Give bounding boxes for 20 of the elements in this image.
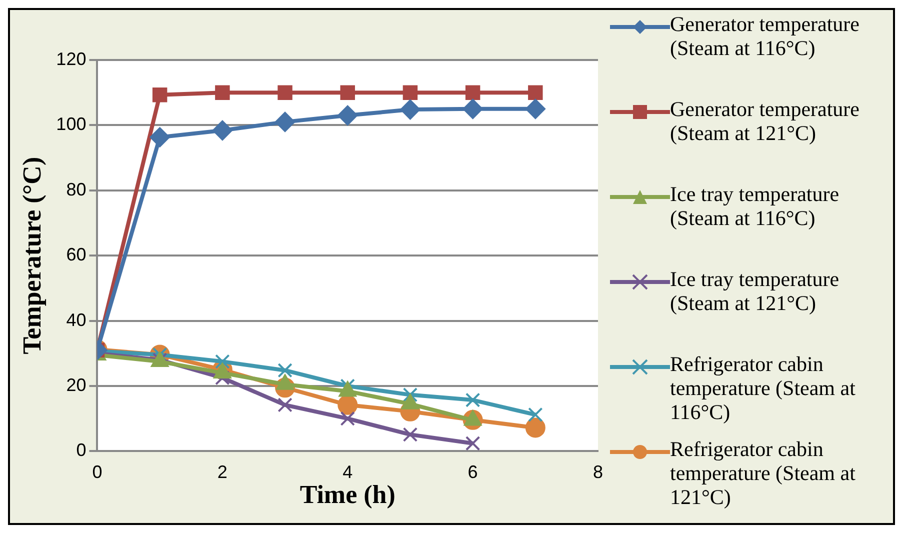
x-tick-label: 2: [217, 462, 228, 482]
legend-label: Refrigerator cabin temperature (Steam at 116°C): [670, 352, 856, 424]
legend-label: Ice tray temperature (Steam at 116°C): [670, 182, 840, 230]
y-tick-label: 80: [66, 179, 86, 200]
x-tick-label: 6: [468, 462, 478, 482]
y-tick-label: 40: [66, 310, 86, 330]
legend-label: Ice tray temperature (Steam at 121°C): [670, 267, 840, 315]
x-tick-label: 4: [342, 462, 353, 482]
y-tick-label: 120: [56, 48, 86, 69]
y-tick-label: 100: [56, 114, 86, 134]
y-axis-title: Temperature (°C): [17, 156, 46, 354]
x-axis-title: Time (h): [300, 480, 396, 510]
legend-label: Generator temperature (Steam at 116°C): [670, 12, 860, 60]
legend-label: Generator temperature (Steam at 121°C): [670, 97, 860, 145]
y-tick-label: 20: [66, 374, 86, 395]
y-tick-label: 60: [66, 244, 86, 265]
x-tick-label: 8: [592, 462, 604, 482]
y-tick-label: 0: [76, 440, 86, 460]
legend-label: Refrigerator cabin temperature (Steam at 121°C): [670, 437, 856, 509]
x-tick-label: 0: [92, 462, 102, 482]
